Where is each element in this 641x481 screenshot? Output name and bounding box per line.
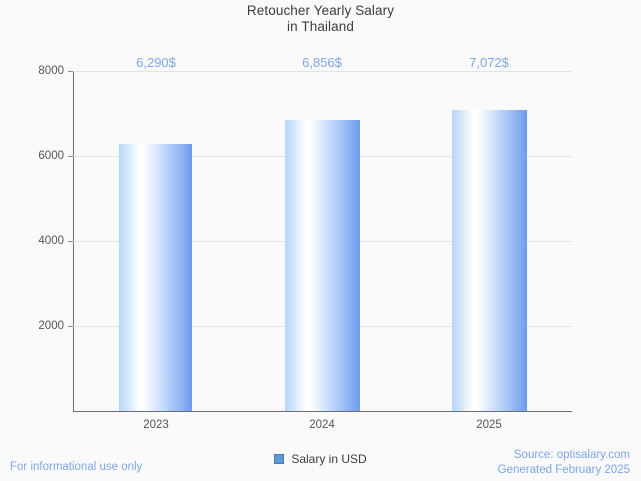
bar-2023[interactable]	[119, 144, 192, 411]
source-label: Source: optisalary.com	[513, 449, 630, 461]
legend-item-label[interactable]: Salary in USD	[291, 452, 367, 466]
y-tick-label-4000: 4000	[38, 235, 64, 247]
x-tick-label-2024: 2024	[309, 419, 335, 431]
bar-value-2023: 6,290$	[136, 55, 176, 70]
plot-area: 8000 6000 4000 2000	[38, 65, 572, 411]
generated-label: Generated February 2025	[497, 464, 630, 476]
x-tick-label-2025: 2025	[476, 419, 502, 431]
legend-swatch-icon	[274, 454, 285, 464]
tick-mark-6000	[68, 156, 73, 157]
tick-mark-8000	[68, 71, 73, 72]
bar-value-2024: 6,856$	[302, 55, 342, 70]
y-tick-label-2000: 2000	[38, 320, 64, 332]
chart-title-line1: Retoucher Yearly Salary	[246, 3, 395, 18]
tick-mark-4000	[68, 241, 73, 242]
chart-title: Retoucher Yearly Salary in Thailand	[0, 3, 641, 35]
tick-mark-2000	[68, 326, 73, 327]
source-credit: Source: optisalary.com Generated Februar…	[498, 448, 630, 478]
y-tick-label-6000: 6000	[38, 150, 64, 162]
gridline-8000	[73, 71, 572, 72]
y-tick-label-8000: 8000	[38, 65, 64, 77]
chart-legend: Salary in USD	[0, 452, 641, 466]
informational-note: For informational use only	[10, 461, 143, 473]
bar-value-2025: 7,072$	[469, 55, 509, 70]
bar-2025[interactable]	[452, 110, 527, 411]
x-axis-line	[73, 411, 572, 412]
chart-subtitle: in Thailand	[287, 19, 354, 34]
bar-2024[interactable]	[285, 120, 360, 411]
x-tick-label-2023: 2023	[143, 419, 169, 431]
